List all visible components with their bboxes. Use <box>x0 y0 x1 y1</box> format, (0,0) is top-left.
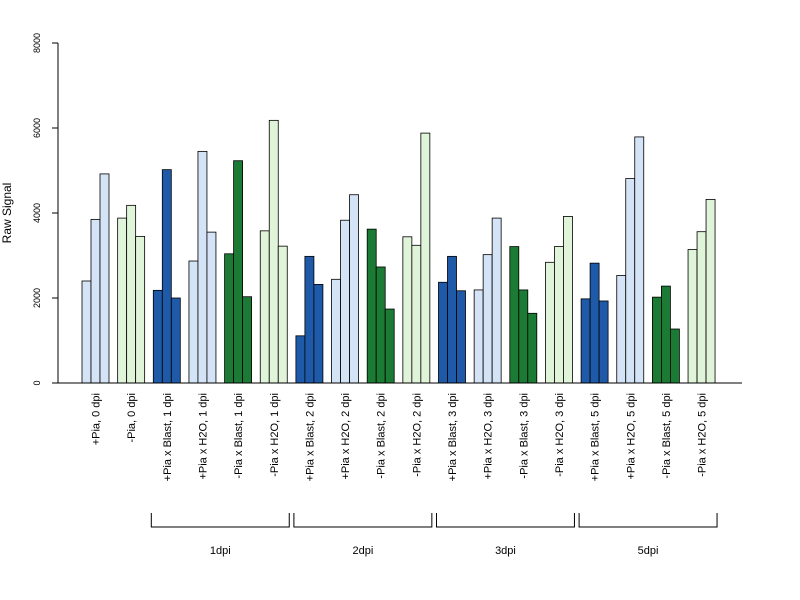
group-label: 3dpi <box>495 545 516 557</box>
y-tick-label: 6000 <box>32 118 42 138</box>
bar <box>482 254 493 384</box>
bar <box>554 246 564 384</box>
bar <box>259 230 270 384</box>
bar <box>304 255 315 384</box>
group-bracket <box>150 513 290 528</box>
bar <box>580 298 591 384</box>
bar <box>625 178 636 384</box>
group-bracket <box>578 513 718 528</box>
bar <box>456 290 466 384</box>
x-tick-label: -Pia x Blast, 2 dpi <box>376 393 388 479</box>
bar <box>411 244 422 384</box>
x-tick-label: +Pia x H2O, 3 dpi <box>483 393 495 480</box>
bar <box>438 281 448 384</box>
bar <box>447 255 457 384</box>
bar <box>420 132 431 384</box>
y-axis-label: Raw Signal <box>0 183 14 244</box>
bar <box>384 308 395 384</box>
bar <box>670 328 680 384</box>
bar <box>170 297 181 384</box>
x-tick-label: -Pia x Blast, 1 dpi <box>233 393 245 479</box>
bar <box>152 289 163 384</box>
bar <box>99 173 110 384</box>
bar <box>197 150 208 384</box>
bar <box>126 204 137 384</box>
x-tick-label: -Pia x H2O, 5 dpi <box>697 393 709 477</box>
bar <box>687 249 698 384</box>
bar <box>598 300 609 384</box>
y-tick-label: 4000 <box>32 203 42 223</box>
x-tick-label: +Pia x H2O, 5 dpi <box>625 393 637 480</box>
bar <box>563 215 573 384</box>
bar <box>402 236 413 384</box>
bar <box>509 246 520 384</box>
bar <box>545 261 555 384</box>
bar <box>135 235 146 384</box>
group-label: 1dpi <box>210 545 231 557</box>
x-tick-label: +Pia x Blast, 3 dpi <box>447 393 459 481</box>
bar <box>268 119 279 384</box>
bar <box>518 289 529 384</box>
y-axis: 0 2000 4000 6000 8000 <box>32 33 59 386</box>
x-tick-label: +Pia, 0 dpi <box>91 393 103 445</box>
bar <box>589 262 600 384</box>
x-tick-label: -Pia x Blast, 3 dpi <box>518 393 530 479</box>
bar <box>616 275 627 384</box>
y-tick-label: 2000 <box>32 288 42 308</box>
bar <box>375 266 386 384</box>
x-tick-label: +Pia x Blast, 5 dpi <box>590 393 602 481</box>
x-tick-label: +Pia x Blast, 2 dpi <box>304 393 316 481</box>
x-tick-label: +Pia x Blast, 1 dpi <box>162 393 174 481</box>
bar <box>349 194 359 384</box>
bar <box>117 217 128 384</box>
bar <box>473 289 484 384</box>
x-tick-labels: +Pia, 0 dpi -Pia, 0 dpi +Pia x Blast, 1 dp… <box>91 393 709 481</box>
bar <box>366 228 377 384</box>
bar <box>277 245 288 384</box>
x-tick-label: -Pia x H2O, 3 dpi <box>554 393 566 477</box>
bar <box>313 283 324 384</box>
x-tick-label: -Pia x H2O, 1 dpi <box>269 393 281 477</box>
bar <box>81 280 92 384</box>
bar <box>634 136 645 384</box>
x-tick-label: +Pia x H2O, 1 dpi <box>197 393 209 480</box>
group-bracket <box>436 513 575 528</box>
group-label: 2dpi <box>352 545 373 557</box>
y-tick-label: 8000 <box>32 33 42 53</box>
group-label: 5dpi <box>638 545 659 557</box>
x-tick-label: -Pia, 0 dpi <box>126 393 138 443</box>
bar <box>705 198 716 384</box>
bar <box>527 312 538 384</box>
bar <box>206 231 217 384</box>
bar <box>491 217 502 384</box>
bar <box>652 296 662 384</box>
bar <box>188 260 199 384</box>
group-bracket <box>293 513 433 528</box>
bar <box>224 253 235 384</box>
bar <box>242 296 253 384</box>
bar <box>661 285 671 384</box>
x-tick-label: -Pia x H2O, 2 dpi <box>411 393 423 477</box>
bars <box>81 119 716 384</box>
bar <box>340 219 350 384</box>
bar <box>331 278 341 384</box>
bar <box>295 335 306 384</box>
bar <box>161 169 172 384</box>
bar <box>696 231 707 384</box>
y-tick-label: 0 <box>32 380 42 385</box>
bar <box>233 160 244 384</box>
bar <box>90 218 101 384</box>
timepoint-groups: 1dpi 2dpi 3dpi 5dpi <box>150 513 718 557</box>
x-tick-label: +Pia x H2O, 2 dpi <box>340 393 352 480</box>
x-tick-label: -Pia x Blast, 5 dpi <box>661 393 673 479</box>
